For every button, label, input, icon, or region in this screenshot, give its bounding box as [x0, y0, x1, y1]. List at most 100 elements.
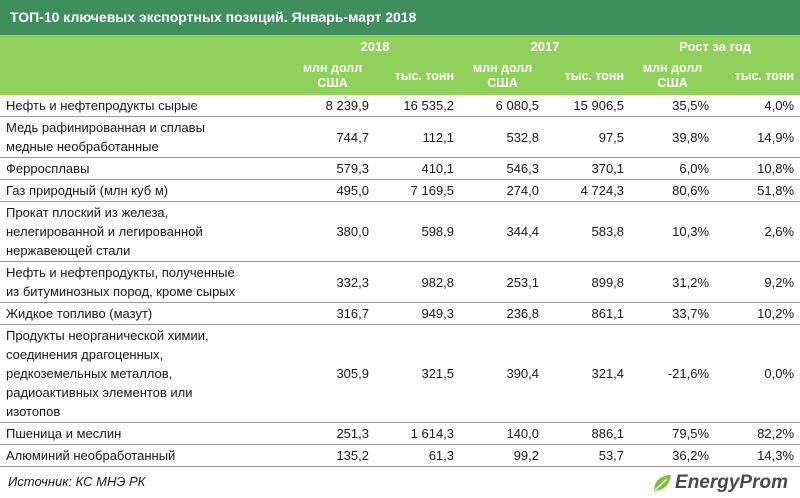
table-row: Продукты неорганической химии, соединения…	[0, 324, 800, 423]
table-row: Газ природный (млн куб м) 495,0 7 169,5 274…	[0, 179, 800, 202]
growth-usd: 33,7%	[630, 302, 716, 325]
table-title: ТОП-10 ключевых экспортных позиций. Янва…	[0, 0, 800, 35]
value-2017-usd: 532,8	[460, 116, 546, 158]
table-row: Алюминий необработанный 135,2 61,3 99,2 53,7…	[0, 444, 800, 467]
header-blank-units	[0, 57, 290, 95]
value-2017-usd: 6 080,5	[460, 95, 546, 117]
table-row: Медь рафинированная и сплавы медные необр…	[0, 116, 800, 158]
header-group-2017: 2017	[460, 35, 631, 57]
row-label-line: радиоактивных элементов или	[6, 385, 193, 400]
growth-usd: 35,5%	[630, 95, 716, 117]
growth-tons: 14,9%	[715, 116, 800, 158]
header-unit-usd: млн долл США	[460, 57, 546, 95]
row-label-line: нержавеющей стали	[6, 243, 131, 258]
row-label: Прокат плоский из железа, нелегированной …	[0, 201, 290, 262]
value-2017-usd: 236,8	[460, 302, 546, 325]
value-2018-usd: 316,7	[290, 302, 375, 325]
value-2018-tons: 7 169,5	[375, 179, 461, 202]
value-2017-tons: 370,1	[545, 157, 631, 180]
value-2017-usd: 546,3	[460, 157, 546, 180]
row-label: Пшеница и меслин	[0, 422, 290, 445]
table-row: Ферросплавы 579,3 410,1 546,3 370,1 6,0% 10,8%	[0, 157, 800, 180]
row-label-line: Продукты неорганической химии,	[6, 328, 209, 343]
footer: Источник: КС МНЭ РК EnergyProm	[0, 470, 800, 498]
row-label-line: редкоземельных металлов,	[6, 366, 173, 381]
growth-tons: 4,0%	[715, 95, 800, 117]
row-label: Медь рафинированная и сплавы медные необр…	[0, 116, 290, 158]
row-label-line: изотопов	[6, 404, 61, 419]
growth-usd: 36,2%	[630, 444, 716, 467]
row-label-line: Пшеница и меслин	[6, 426, 122, 441]
value-2017-tons: 583,8	[545, 201, 631, 262]
value-2017-usd: 390,4	[460, 324, 546, 423]
row-label-line: Медь рафинированная и сплавы	[6, 120, 205, 135]
header-unit-tons: тыс. тонн	[715, 57, 800, 95]
row-label: Нефть и нефтепродукты, полученные из биту…	[0, 261, 290, 303]
row-label: Продукты неорганической химии, соединения…	[0, 324, 290, 423]
value-2018-tons: 410,1	[375, 157, 461, 180]
growth-tons: 51,8%	[715, 179, 800, 202]
growth-tons: 82,2%	[715, 422, 800, 445]
value-2017-tons: 861,1	[545, 302, 631, 325]
table-row: Прокат плоский из железа, нелегированной …	[0, 201, 800, 262]
value-2017-tons: 15 906,5	[545, 95, 631, 117]
table-row: Жидкое топливо (мазут) 316,7 949,3 236,8 861…	[0, 302, 800, 325]
value-2017-tons: 321,4	[545, 324, 631, 423]
growth-tons: 9,2%	[715, 261, 800, 303]
value-2018-usd: 380,0	[290, 201, 375, 262]
growth-tons: 10,8%	[715, 157, 800, 180]
value-2018-usd: 332,3	[290, 261, 375, 303]
growth-usd: -21,6%	[630, 324, 716, 423]
header-unit-usd: млн долл США	[290, 57, 375, 95]
growth-usd: 79,5%	[630, 422, 716, 445]
row-label: Ферросплавы	[0, 157, 290, 180]
source-note: Источник: КС МНЭ РК	[8, 474, 146, 489]
value-2018-usd: 135,2	[290, 444, 375, 467]
value-2018-tons: 982,8	[375, 261, 461, 303]
row-label-line: из битуминозных пород, кроме сырых	[6, 284, 236, 299]
value-2018-tons: 61,3	[375, 444, 461, 467]
growth-tons: 10,2%	[715, 302, 800, 325]
row-label-line: нелегированной и легированной	[6, 224, 203, 239]
row-label-line: Нефть и нефтепродукты, полученные	[6, 265, 235, 280]
value-2017-tons: 886,1	[545, 422, 631, 445]
row-label-line: соединения драгоценных,	[6, 347, 164, 362]
header-unit-tons: тыс. тонн	[375, 57, 461, 95]
value-2018-usd: 305,9	[290, 324, 375, 423]
value-2017-usd: 99,2	[460, 444, 546, 467]
value-2018-usd: 495,0	[290, 179, 375, 202]
growth-tons: 2,6%	[715, 201, 800, 262]
value-2017-tons: 97,5	[545, 116, 631, 158]
value-2017-tons: 899,8	[545, 261, 631, 303]
export-table: 2018 2017 Рост за год млн долл США тыс. …	[0, 35, 800, 467]
leaf-icon	[654, 475, 672, 491]
growth-usd: 31,2%	[630, 261, 716, 303]
growth-usd: 39,8%	[630, 116, 716, 158]
value-2018-tons: 112,1	[375, 116, 461, 158]
value-2018-usd: 251,3	[290, 422, 375, 445]
value-2018-tons: 949,3	[375, 302, 461, 325]
row-label: Газ природный (млн куб м)	[0, 179, 290, 202]
header-unit-usd: млн долл США	[630, 57, 716, 95]
value-2017-usd: 274,0	[460, 179, 546, 202]
growth-usd: 6,0%	[630, 157, 716, 180]
value-2018-tons: 598,9	[375, 201, 461, 262]
value-2017-usd: 344,4	[460, 201, 546, 262]
logo-text: EnergyProm	[675, 472, 788, 493]
row-label: Алюминий необработанный	[0, 444, 290, 467]
growth-usd: 10,3%	[630, 201, 716, 262]
growth-usd: 80,6%	[630, 179, 716, 202]
header-group-2018: 2018	[290, 35, 461, 57]
growth-tons: 14,3%	[715, 444, 800, 467]
value-2018-tons: 1 614,3	[375, 422, 461, 445]
value-2018-usd: 744,7	[290, 116, 375, 158]
row-label-line: Алюминий необработанный	[6, 448, 176, 463]
header-blank	[0, 35, 290, 57]
header-unit-tons: тыс. тонн	[545, 57, 631, 95]
header-group-growth: Рост за год	[630, 35, 800, 57]
value-2017-tons: 4 724,3	[545, 179, 631, 202]
value-2018-tons: 321,5	[375, 324, 461, 423]
table-row: Нефть и нефтепродукты, полученные из биту…	[0, 261, 800, 303]
row-label: Жидкое топливо (мазут)	[0, 302, 290, 325]
table-row: Пшеница и меслин 251,3 1 614,3 140,0 886,1 79…	[0, 422, 800, 445]
